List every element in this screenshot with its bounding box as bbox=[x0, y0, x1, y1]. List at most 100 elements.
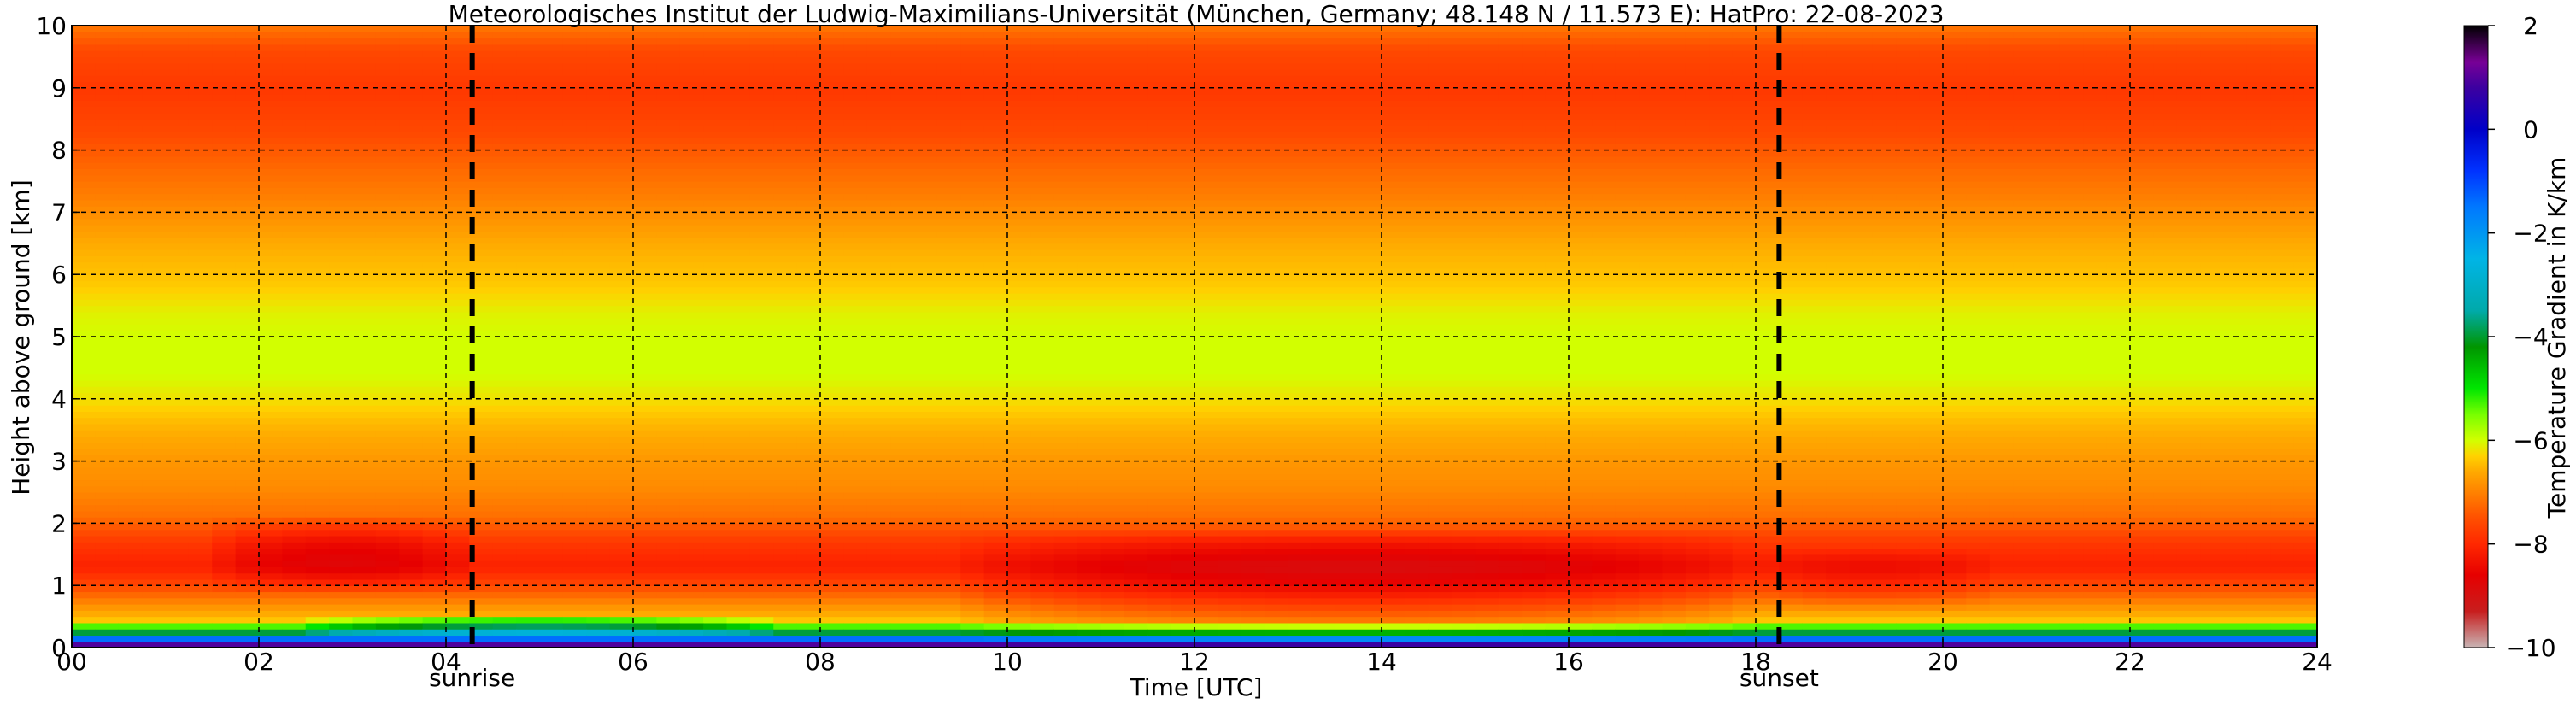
heatmap-cell bbox=[913, 311, 938, 319]
heatmap-cell bbox=[399, 38, 424, 45]
heatmap-cell bbox=[375, 162, 400, 170]
heatmap-cell bbox=[422, 504, 447, 512]
heatmap-cell bbox=[773, 517, 798, 524]
heatmap-cell bbox=[936, 218, 961, 226]
heatmap-cell bbox=[796, 255, 821, 263]
heatmap-cell bbox=[188, 50, 213, 57]
heatmap-cell bbox=[282, 442, 307, 449]
heatmap-cell bbox=[422, 635, 447, 642]
heatmap-cell bbox=[212, 343, 237, 350]
heatmap-cell bbox=[936, 622, 961, 630]
heatmap-cell bbox=[866, 243, 891, 250]
heatmap-cell bbox=[890, 585, 915, 593]
heatmap-cell bbox=[399, 361, 424, 368]
heatmap-cell bbox=[95, 181, 120, 188]
heatmap-cell bbox=[95, 212, 120, 220]
heatmap-cell bbox=[492, 324, 517, 331]
heatmap-cell bbox=[95, 367, 120, 375]
heatmap-cell bbox=[142, 249, 167, 256]
heatmap-cell bbox=[329, 193, 354, 201]
heatmap-cell bbox=[282, 293, 307, 300]
heatmap-cell bbox=[422, 535, 447, 543]
heatmap-cell bbox=[820, 330, 844, 337]
heatmap-cell bbox=[960, 355, 985, 362]
heatmap-cell bbox=[796, 311, 821, 319]
heatmap-cell bbox=[1194, 267, 1218, 275]
heatmap-cell bbox=[329, 504, 354, 512]
heatmap-cell bbox=[1007, 343, 1031, 350]
heatmap-cell bbox=[422, 62, 447, 70]
heatmap-cell bbox=[1194, 237, 1218, 244]
heatmap-cell bbox=[492, 585, 517, 593]
heatmap-cell bbox=[1194, 510, 1218, 518]
heatmap-cell bbox=[446, 373, 470, 381]
heatmap-cell bbox=[399, 267, 424, 275]
heatmap-cell bbox=[118, 510, 143, 518]
heatmap-cell bbox=[890, 62, 915, 70]
heatmap-cell bbox=[936, 119, 961, 126]
heatmap-cell bbox=[422, 455, 447, 462]
heatmap-cell bbox=[890, 318, 915, 326]
heatmap-cell bbox=[375, 355, 400, 362]
heatmap-cell bbox=[422, 510, 447, 518]
heatmap-cell bbox=[679, 529, 704, 537]
heatmap-cell bbox=[188, 199, 213, 207]
heatmap-cell bbox=[352, 398, 377, 406]
heatmap-cell bbox=[1124, 405, 1148, 412]
heatmap-cell bbox=[1100, 311, 1125, 319]
heatmap-cell bbox=[492, 144, 517, 151]
heatmap-cell bbox=[726, 50, 751, 57]
heatmap-cell bbox=[422, 100, 447, 108]
heatmap-cell bbox=[539, 473, 564, 481]
heatmap-cell bbox=[936, 392, 961, 400]
heatmap-cell bbox=[539, 337, 564, 343]
heatmap-cell bbox=[259, 423, 283, 431]
heatmap-cell bbox=[282, 32, 307, 39]
heatmap-cell bbox=[375, 641, 400, 648]
heatmap-cell bbox=[726, 206, 751, 213]
heatmap-cell bbox=[586, 442, 611, 449]
heatmap-cell bbox=[1147, 411, 1172, 419]
heatmap-cell bbox=[1147, 26, 1172, 32]
heatmap-cell bbox=[1171, 542, 1195, 549]
heatmap-cell bbox=[1077, 62, 1102, 70]
heatmap-cell bbox=[95, 386, 120, 394]
heatmap-cell bbox=[492, 237, 517, 244]
heatmap-cell bbox=[1218, 318, 1242, 326]
heatmap-cell bbox=[375, 44, 400, 51]
heatmap-cell bbox=[422, 212, 447, 220]
heatmap-cell bbox=[188, 267, 213, 275]
heatmap-cell bbox=[796, 498, 821, 506]
heatmap-cell bbox=[72, 436, 96, 443]
heatmap-cell bbox=[866, 280, 891, 288]
heatmap-cell bbox=[913, 87, 938, 95]
heatmap-cell bbox=[656, 373, 681, 381]
heatmap-cell bbox=[399, 504, 424, 512]
heatmap-cell bbox=[469, 138, 494, 144]
heatmap-cell bbox=[352, 68, 377, 76]
heatmap-cell bbox=[960, 517, 985, 524]
heatmap-cell bbox=[820, 423, 844, 431]
heatmap-cell bbox=[866, 604, 891, 611]
heatmap-cell bbox=[188, 324, 213, 331]
heatmap-cell bbox=[539, 144, 564, 151]
heatmap-cell bbox=[633, 572, 657, 580]
heatmap-cell bbox=[633, 50, 657, 57]
heatmap-cell bbox=[352, 635, 377, 642]
heatmap-cell bbox=[1194, 75, 1218, 83]
heatmap-cell bbox=[1007, 529, 1031, 537]
heatmap-cell bbox=[773, 119, 798, 126]
heatmap-cell bbox=[960, 193, 985, 201]
heatmap-cell bbox=[586, 604, 611, 611]
heatmap-cell bbox=[1147, 610, 1172, 618]
heatmap-cell bbox=[679, 629, 704, 637]
heatmap-cell bbox=[1171, 473, 1195, 481]
heatmap-cell bbox=[72, 616, 96, 624]
heatmap-cell bbox=[983, 405, 1008, 412]
heatmap-cell bbox=[142, 535, 167, 543]
heatmap-cell bbox=[983, 485, 1008, 493]
heatmap-cell bbox=[352, 112, 377, 120]
heatmap-cell bbox=[72, 62, 96, 70]
heatmap-cell bbox=[95, 461, 120, 468]
heatmap-cell bbox=[1124, 455, 1148, 462]
